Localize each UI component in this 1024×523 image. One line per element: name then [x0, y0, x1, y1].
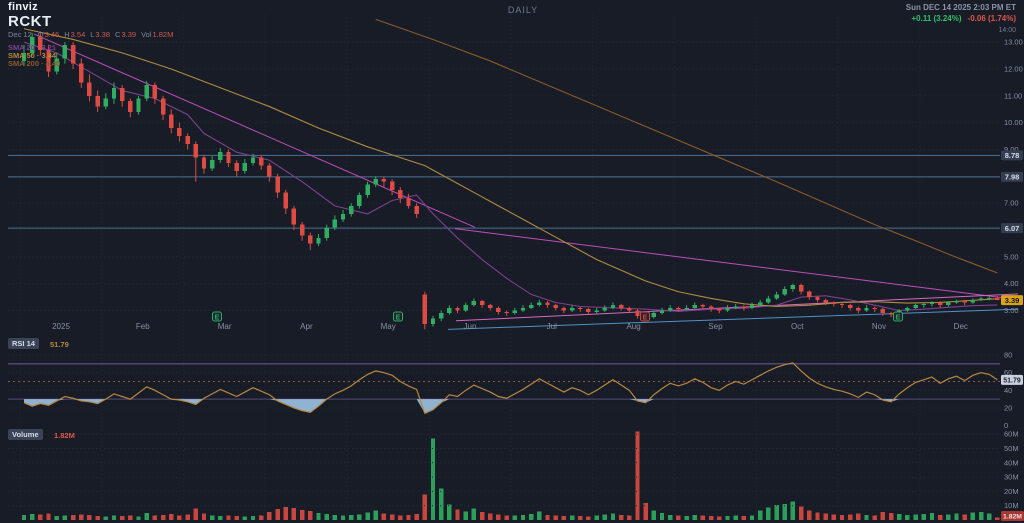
ohlc-key: C: [115, 30, 121, 39]
svg-text:Dec: Dec: [954, 322, 968, 331]
svg-text:May: May: [381, 322, 396, 331]
volume-chip: Volume: [8, 429, 43, 440]
support-resistance-lines: [8, 154, 1000, 229]
ohlc-key: L: [90, 30, 95, 39]
svg-text:1.82M: 1.82M: [1003, 514, 1022, 521]
svg-text:7.00: 7.00: [1004, 199, 1019, 208]
ohlc-value: 3.39: [121, 30, 137, 39]
ohlc-key: Vol: [141, 30, 152, 39]
ohlc-value: 3.38: [95, 30, 111, 39]
sma-lines: [23, 18, 998, 312]
price-axis: 13.00 12.00 11.00 10.00 9.00 7.00 5.00 4.00 3.00…: [1001, 38, 1023, 315]
ohlc-value: 3.54: [70, 30, 86, 39]
svg-text:51.79: 51.79: [1003, 378, 1021, 385]
svg-text:Oct: Oct: [791, 322, 804, 331]
svg-text:2025: 2025: [52, 322, 70, 331]
sma-legend-50: SMA 50 · 3.44: [8, 51, 57, 60]
svg-text:E: E: [643, 315, 648, 322]
volume-value: 1.82M: [54, 431, 75, 440]
svg-text:60: 60: [1004, 368, 1012, 377]
svg-text:3.39: 3.39: [1005, 296, 1020, 305]
svg-text:E: E: [396, 315, 401, 322]
svg-text:9.00: 9.00: [1004, 145, 1019, 154]
svg-text:20M: 20M: [1004, 487, 1019, 496]
svg-text:50M: 50M: [1004, 444, 1019, 453]
svg-text:Mar: Mar: [218, 322, 232, 331]
svg-text:Jun: Jun: [464, 322, 477, 331]
svg-text:40: 40: [1004, 386, 1012, 395]
rsi-panel: 80 60 40 20 0 51.79: [8, 351, 1023, 430]
month-axis: 2025 Feb Mar Apr May Jun Jul Aug Sep Oct Nov Dec: [52, 322, 968, 331]
trend-lines: [33, 33, 1019, 330]
svg-text:40M: 40M: [1004, 458, 1019, 467]
svg-text:20: 20: [1004, 403, 1012, 412]
svg-text:7.98: 7.98: [1005, 173, 1020, 182]
time-label: 14:00: [998, 27, 1016, 34]
ohlc-value: 1.82M: [152, 30, 174, 39]
change-afterhours: -0.06 (1.74%): [967, 14, 1016, 23]
svg-text:60M: 60M: [1004, 430, 1019, 439]
rsi-chip: RSI 14: [8, 338, 39, 349]
change-regular: +0.11 (3.24%): [911, 14, 962, 23]
svg-text:E: E: [215, 315, 220, 322]
svg-text:5.00: 5.00: [1004, 252, 1019, 261]
svg-text:30M: 30M: [1004, 473, 1019, 482]
svg-text:Feb: Feb: [136, 322, 150, 331]
sma-legend-200: SMA 200 · 4.40: [8, 59, 61, 68]
svg-text:Aug: Aug: [626, 322, 640, 331]
svg-text:Apr: Apr: [300, 322, 313, 331]
svg-text:13.00: 13.00: [1004, 38, 1023, 47]
price-change-row: +0.11 (3.24%) -0.06 (1.74%): [911, 15, 1016, 23]
svg-text:Sep: Sep: [708, 322, 723, 331]
svg-text:0: 0: [1004, 421, 1008, 430]
ohlc-key: H: [64, 30, 70, 39]
timeframe-label: DAILY: [507, 5, 539, 15]
ohlc-key: O: [37, 30, 44, 39]
sma-legend-20: SMA 20 · 3.21: [8, 43, 57, 52]
svg-text:Nov: Nov: [872, 322, 886, 331]
svg-text:11.00: 11.00: [1004, 91, 1022, 100]
svg-text:10M: 10M: [1004, 501, 1019, 510]
grid-lines: [8, 14, 1000, 520]
svg-text:80: 80: [1004, 351, 1012, 360]
rsi-value: 51.79: [50, 340, 69, 349]
ohlc-value: 3.46: [44, 30, 60, 39]
finviz-logo: finviz: [8, 1, 38, 13]
svg-text:10.00: 10.00: [1004, 118, 1023, 127]
svg-text:8.78: 8.78: [1005, 151, 1020, 160]
svg-text:4.00: 4.00: [1004, 279, 1019, 288]
candlesticks[interactable]: [21, 31, 1000, 330]
svg-text:E: E: [896, 315, 901, 322]
ticker-symbol: RCKT: [8, 13, 52, 30]
session-datetime: Sun DEC 14 2025 2:03 PM ET: [905, 3, 1016, 12]
svg-text:12.00: 12.00: [1004, 64, 1023, 73]
ohlc-key: Dec 12: [8, 30, 32, 39]
svg-text:6.07: 6.07: [1005, 224, 1020, 233]
svg-text:Jul: Jul: [547, 322, 557, 331]
volume-panel: 10M 20M 30M 40M 50M 60M 1.82M: [8, 430, 1024, 521]
ohlc-row: Dec 12 O3.46 H3.54 L3.38 C3.39 Vol1.82M: [8, 31, 178, 39]
svg-text:3.00: 3.00: [1004, 306, 1019, 315]
